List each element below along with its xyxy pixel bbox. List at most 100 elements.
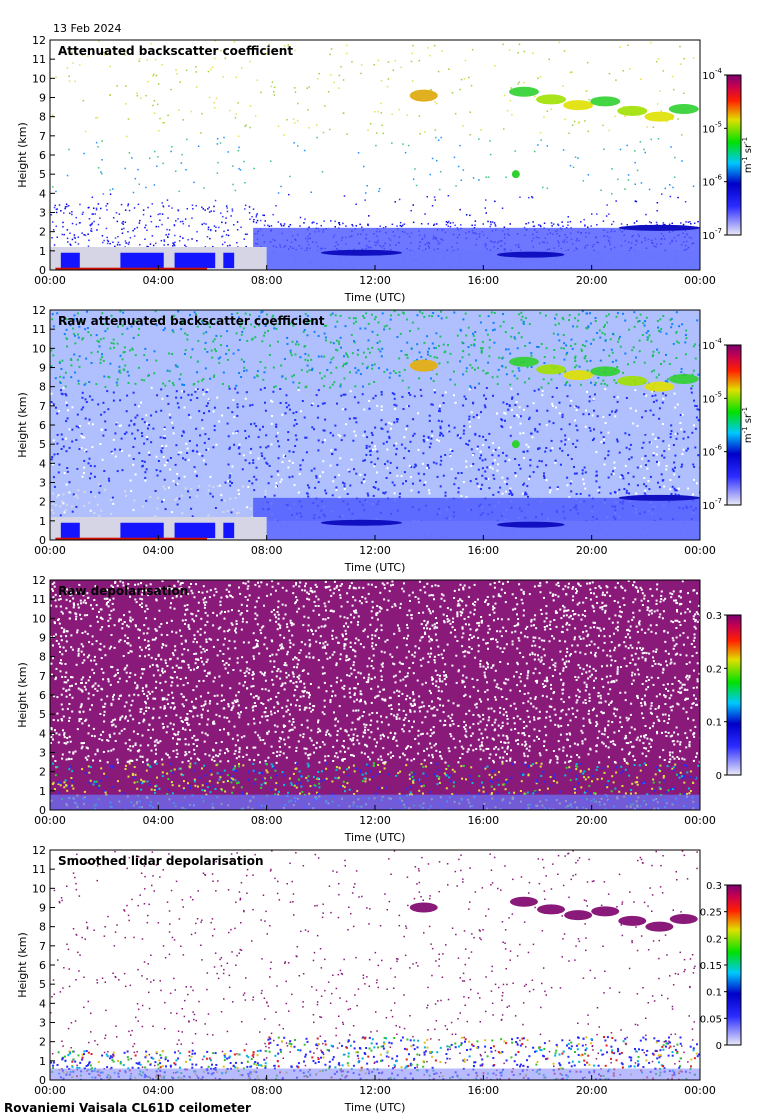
cloud-2-part [537,904,566,915]
depol-speckle [50,580,700,810]
fog-core-0 [60,252,80,269]
cloud-2-part [645,921,674,932]
colorbar-tick-exponent: -7 [715,497,722,505]
cloud-2-part [508,86,539,97]
x-tick-label: 00:00 [34,274,66,287]
y-tick-label: 12 [32,574,46,587]
y-axis-label: Height (km) [16,662,29,728]
y-tick-label: 8 [39,381,46,394]
panel-title: Attenuated backscatter coefficient [58,44,293,58]
x-tick-label: 08:00 [251,814,283,827]
y-tick-label: 4 [39,457,46,470]
cloud-2-part [617,105,648,116]
fog-core-3 [223,252,235,269]
y-tick-label: 3 [39,207,46,220]
y-tick-label: 1 [39,1055,46,1068]
cloud-2-part [536,94,567,105]
x-tick-label: 00:00 [684,1084,716,1097]
x-tick-label: 20:00 [576,814,608,827]
cloud-1 [409,359,438,372]
y-tick-label: 8 [39,651,46,664]
colorbar-unit: m-1 sr-1 [741,407,754,443]
cloud-2-part [617,375,648,386]
colorbar-tick-label: 0.3 [706,881,722,892]
colorbar-tick-exponent: -5 [715,390,722,398]
layer-1 [496,251,565,258]
colorbar-tick-label: 0.15 [700,961,722,972]
y-tick-label: 3 [39,1017,46,1030]
x-tick-label: 16:00 [467,544,499,557]
fog-core-2 [174,252,216,269]
y-tick-label: 0 [39,264,46,277]
cloud-2-part [508,356,539,367]
y-tick-label: 6 [39,419,46,432]
colorbar-tick-label: 10 [702,71,715,82]
x-axis-label: Time (UTC) [344,831,406,844]
x-tick-label: 00:00 [684,544,716,557]
y-tick-label: 10 [32,612,46,625]
x-tick-label: 12:00 [359,1084,391,1097]
depol-field [50,580,700,810]
x-tick-label: 12:00 [359,544,391,557]
colorbar-tick-label: 10 [702,124,715,135]
cloud-2-part [590,366,621,377]
y-tick-label: 6 [39,149,46,162]
colorbar-tick-label: 0 [716,771,722,782]
cloud-2-part [509,896,538,907]
plot-area [50,40,700,270]
y-axis-label: Height (km) [16,122,29,188]
x-tick-label: 20:00 [576,1084,608,1097]
y-tick-label: 12 [32,304,46,317]
x-tick-label: 08:00 [251,544,283,557]
y-tick-label: 3 [39,747,46,760]
layer-0 [320,249,403,256]
x-tick-label: 20:00 [576,544,608,557]
low-depol-layer [50,794,700,810]
cloud-2-part [564,910,593,921]
y-tick-label: 11 [32,323,46,336]
y-tick-label: 2 [39,1036,46,1049]
fog-core-3 [223,522,235,539]
y-axis-label: Height (km) [16,932,29,998]
cloud-2-part [590,96,621,107]
x-tick-label: 00:00 [34,544,66,557]
depol-speckle [50,850,700,1080]
colorbar-tick-label: 10 [702,394,715,405]
y-tick-label: 5 [39,708,46,721]
y-tick-label: 11 [32,53,46,66]
y-tick-label: 2 [39,766,46,779]
y-tick-label: 12 [32,34,46,47]
colorbar-tick-label: 0.1 [706,718,722,729]
colorbar-tick-label: 0.1 [706,988,722,999]
colorbar-tick-label: 0.2 [706,664,722,675]
panel-title: Smoothed lidar depolarisation [58,854,264,868]
x-tick-label: 12:00 [359,814,391,827]
colorbar-tick-exponent: -7 [715,227,722,235]
colorbar-tick-exponent: -4 [715,67,723,75]
x-tick-label: 16:00 [467,814,499,827]
x-tick-label: 00:00 [684,274,716,287]
y-tick-label: 5 [39,168,46,181]
colorbar-tick-label: 0.05 [700,1014,722,1025]
fog-core-0 [60,522,80,539]
cloud-1 [409,902,438,913]
y-tick-label: 7 [39,670,46,683]
colorbar-tick-label: 10 [702,231,715,242]
y-tick-label: 10 [32,882,46,895]
y-tick-label: 9 [39,362,46,375]
x-tick-label: 04:00 [142,814,174,827]
panel-2: Raw attenuated backscatter coefficient 0 1… [16,304,754,574]
x-tick-label: 08:00 [251,274,283,287]
surface-layer [253,250,700,270]
layer-2 [618,494,700,501]
x-tick-label: 00:00 [34,814,66,827]
fog-core-1 [120,522,164,539]
panel-4: Smoothed lidar depolarisation01234567891… [16,844,742,1114]
y-tick-label: 1 [39,245,46,258]
cloud-2-part [644,381,675,392]
colorbar-tick-label: 10 [702,501,715,512]
colorbar [726,344,742,506]
plot-area [50,310,700,540]
colorbar-tick-exponent: -6 [715,174,723,182]
